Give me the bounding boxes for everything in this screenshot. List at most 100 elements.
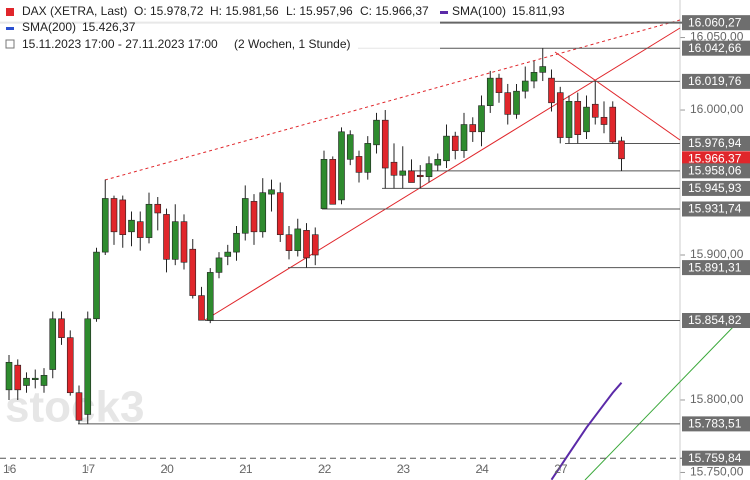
candle-body bbox=[241, 198, 249, 234]
candle-body bbox=[434, 159, 442, 166]
candle-body bbox=[425, 163, 433, 178]
candle-body bbox=[224, 251, 232, 257]
candle-body bbox=[303, 230, 310, 259]
legend-value: 15.426,37 bbox=[82, 20, 136, 34]
trendline bbox=[584, 324, 736, 480]
candle-body bbox=[591, 103, 599, 118]
candle-body bbox=[355, 156, 363, 173]
candle-body bbox=[119, 199, 127, 236]
candle-body bbox=[399, 170, 407, 176]
level-box bbox=[682, 180, 750, 196]
y-tick-label: 16.000,00 bbox=[690, 102, 744, 116]
level-box bbox=[682, 73, 750, 89]
candle-body bbox=[338, 131, 345, 201]
candle-body bbox=[521, 80, 529, 92]
candle-body bbox=[530, 72, 538, 82]
candle-body bbox=[189, 248, 197, 296]
legend-label: SMA(100) bbox=[452, 4, 506, 18]
x-tick-label: 17 bbox=[82, 462, 96, 476]
current-price-box bbox=[682, 151, 750, 167]
icon bbox=[5, 39, 15, 49]
ohlc: H: 15.981,56 bbox=[210, 4, 279, 18]
legend-value: 15.811,93 bbox=[512, 4, 565, 18]
candle-body bbox=[294, 228, 302, 251]
level-box bbox=[682, 40, 750, 56]
candle-body bbox=[84, 318, 92, 415]
instrument: DAX (XETRA, Last) bbox=[22, 4, 127, 18]
candle-body bbox=[66, 337, 74, 394]
candle-body bbox=[101, 198, 109, 253]
candle-body bbox=[320, 159, 328, 209]
candle-body bbox=[198, 295, 205, 321]
candle-body bbox=[75, 392, 83, 421]
candle-body bbox=[268, 189, 275, 195]
level-label: 15.958,06 bbox=[688, 164, 742, 178]
candle-body bbox=[5, 361, 13, 391]
y-tick-label: 15.900,00 bbox=[690, 247, 744, 261]
level-label: 15.966,37 bbox=[688, 151, 742, 165]
candle-body bbox=[469, 124, 477, 133]
candle-body bbox=[58, 318, 65, 338]
level-label: 15.854,82 bbox=[688, 313, 742, 327]
candle-body bbox=[329, 159, 337, 205]
x-tick-label: 16 bbox=[3, 462, 17, 476]
level-box bbox=[682, 135, 750, 151]
level-box bbox=[682, 201, 750, 217]
candle-body bbox=[408, 170, 415, 183]
candle-body bbox=[556, 92, 564, 138]
candle-body bbox=[171, 221, 179, 260]
candle-body bbox=[136, 221, 144, 238]
candle-body bbox=[381, 119, 389, 169]
candle-body bbox=[233, 232, 240, 253]
x-tick-label: 22 bbox=[318, 462, 332, 476]
candle-body bbox=[390, 161, 398, 176]
sma100-line bbox=[550, 382, 623, 480]
level-label: 15.759,84 bbox=[688, 451, 742, 465]
candle-body bbox=[276, 192, 284, 236]
legend-swatch bbox=[440, 11, 448, 14]
level-label: 15.783,51 bbox=[688, 417, 742, 431]
candle-body bbox=[618, 140, 625, 160]
legend-swatch bbox=[6, 27, 14, 30]
candle-body bbox=[583, 106, 590, 133]
trendline bbox=[554, 51, 681, 141]
icon bbox=[6, 8, 14, 16]
candle-body bbox=[163, 214, 170, 260]
candle-body bbox=[285, 234, 293, 251]
date-range: 15.11.2023 17:00 - 27.11.2023 17:00 bbox=[22, 37, 218, 51]
level-label: 15.891,31 bbox=[688, 260, 742, 274]
candle-body bbox=[451, 135, 459, 151]
candle-body bbox=[364, 143, 372, 173]
candle-body bbox=[311, 234, 319, 256]
candle-body bbox=[609, 106, 617, 143]
candle-body bbox=[478, 105, 485, 133]
candle-body bbox=[565, 101, 573, 138]
ohlc: C: 15.966,37 bbox=[360, 4, 429, 18]
candle-body bbox=[600, 116, 608, 125]
x-tick-label: 24 bbox=[476, 462, 490, 476]
candle-body bbox=[574, 101, 582, 135]
candle-body bbox=[460, 124, 468, 151]
level-label: 16.060,27 bbox=[688, 15, 742, 29]
level-label: 15.945,93 bbox=[688, 181, 742, 195]
ohlc: O: 15.978,72 bbox=[134, 4, 204, 18]
candle-body bbox=[443, 135, 450, 162]
level-box bbox=[682, 15, 750, 31]
header-bg bbox=[0, 0, 440, 54]
y-tick-label: 15.800,00 bbox=[690, 392, 744, 406]
level-label: 16.019,76 bbox=[688, 74, 742, 88]
candle-body bbox=[180, 221, 188, 263]
level-box bbox=[682, 163, 750, 179]
candle-body bbox=[346, 134, 354, 160]
y-tick-label: 16.050,00 bbox=[690, 30, 744, 44]
candle-body bbox=[215, 257, 223, 273]
candle-body bbox=[373, 119, 380, 146]
y-tick-label: 15.750,00 bbox=[690, 465, 744, 479]
trendlines bbox=[104, 19, 736, 480]
level-box bbox=[682, 416, 750, 432]
candle-body bbox=[250, 201, 258, 233]
candle-body bbox=[486, 77, 494, 106]
candle-body bbox=[504, 92, 512, 115]
candle-body bbox=[128, 219, 135, 233]
level-box bbox=[682, 313, 750, 329]
